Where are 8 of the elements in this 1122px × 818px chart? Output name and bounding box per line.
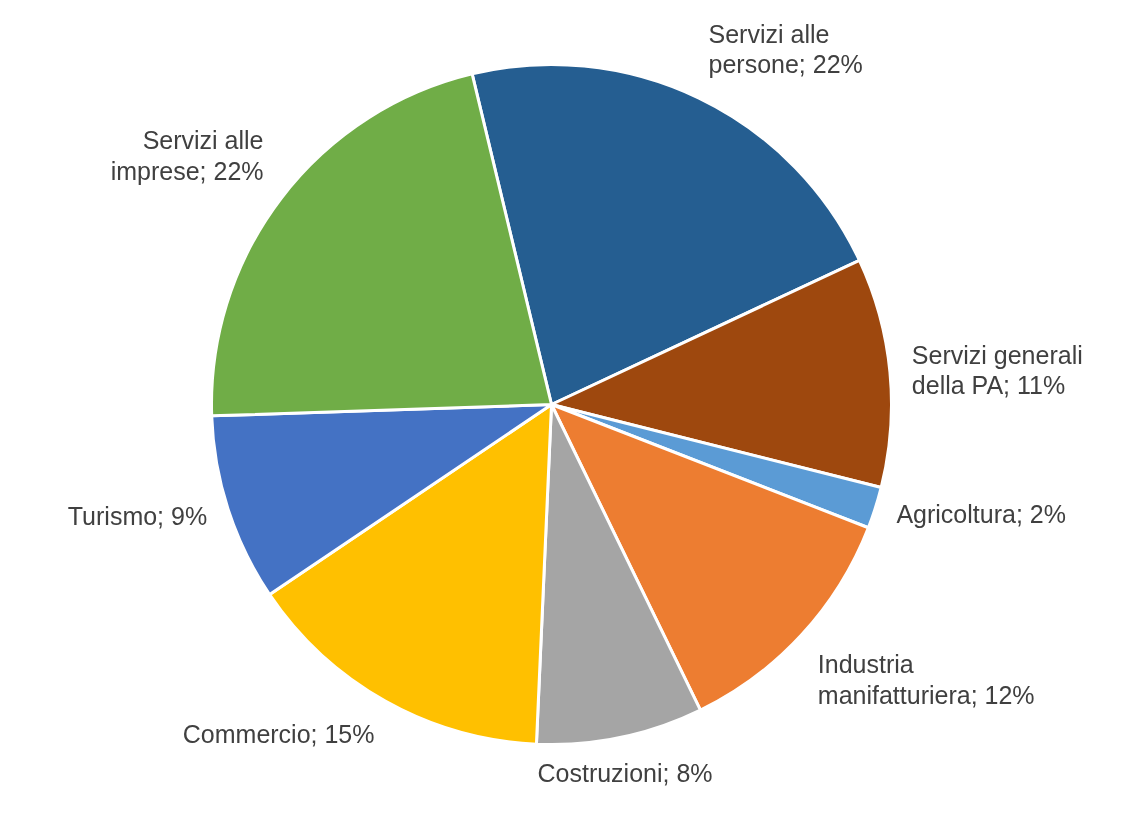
- slice-label: Costruzioni; 8%: [537, 758, 713, 787]
- slice-label: Turismo; 9%: [67, 502, 208, 531]
- slice-label: Servizi alle imprese; 22%: [110, 126, 264, 186]
- slice-label: Servizi alle persone; 22%: [708, 19, 863, 79]
- slice-label: Servizi generali della PA; 11%: [911, 340, 1083, 400]
- slice-label: Industria manifatturiera; 12%: [817, 649, 1035, 709]
- slice-label: Commercio; 15%: [182, 720, 375, 749]
- slice-label: Agricoltura; 2%: [896, 500, 1066, 529]
